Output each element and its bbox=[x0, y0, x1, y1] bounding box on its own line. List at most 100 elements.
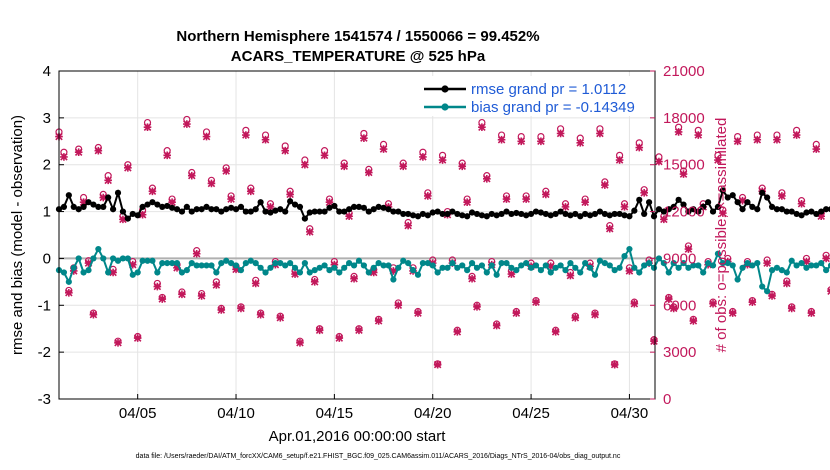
bias-point bbox=[414, 271, 422, 278]
rmse-point bbox=[631, 207, 638, 214]
bias-point bbox=[129, 271, 136, 278]
obs-assimilated-point bbox=[310, 278, 319, 286]
rmse-point bbox=[675, 196, 682, 203]
obs-assimilated-point bbox=[158, 295, 167, 303]
bias-point bbox=[680, 260, 687, 267]
obs-assimilated-point bbox=[566, 271, 575, 280]
obs-assimilated-point bbox=[532, 298, 540, 306]
bias-point bbox=[409, 267, 417, 274]
bias-point bbox=[159, 260, 166, 267]
bias-point bbox=[739, 264, 746, 271]
obs-assimilated-point bbox=[138, 210, 147, 219]
rmse-point bbox=[114, 189, 122, 196]
bias-point bbox=[665, 269, 672, 276]
rmse-point bbox=[400, 210, 407, 218]
obs-assimilated-point bbox=[576, 139, 585, 147]
bias-point bbox=[636, 269, 643, 276]
bias-point bbox=[203, 262, 210, 269]
y-tick-label: 1 bbox=[43, 204, 51, 221]
rmse-point bbox=[316, 208, 323, 215]
bias-point bbox=[331, 264, 338, 271]
obs-assimilated-point bbox=[276, 313, 285, 322]
obs-assimilated-point bbox=[787, 304, 796, 313]
rmse-point bbox=[577, 213, 584, 220]
rmse-point bbox=[257, 199, 264, 206]
y-tick-label: -2 bbox=[38, 344, 51, 361]
rmse-point bbox=[655, 206, 663, 213]
obs-assimilated-point bbox=[94, 146, 103, 155]
bias-point bbox=[247, 257, 254, 264]
rmse-point bbox=[198, 206, 205, 213]
rmse-series bbox=[55, 187, 830, 222]
rmse-point bbox=[277, 206, 284, 213]
obs-assimilated-point bbox=[817, 212, 826, 221]
x-tick-label: 04/10 bbox=[217, 405, 255, 422]
bias-point bbox=[523, 260, 530, 267]
rmse-point bbox=[169, 204, 176, 211]
rmse-point bbox=[409, 212, 417, 219]
rmse-point bbox=[429, 209, 436, 216]
obs-assimilated-point bbox=[660, 215, 668, 224]
rmse-point bbox=[783, 208, 790, 215]
y-right-tick-label: 0 bbox=[663, 391, 671, 408]
bias-point bbox=[454, 264, 461, 271]
rmse-point bbox=[700, 203, 707, 210]
obs-assimilated-point bbox=[802, 257, 811, 266]
obs-assimilated-point bbox=[345, 212, 353, 221]
rmse-point bbox=[144, 201, 151, 208]
rmse-point bbox=[350, 203, 358, 210]
bias-point bbox=[464, 267, 471, 274]
bias-point bbox=[577, 269, 584, 276]
obs-assimilated-point bbox=[610, 360, 619, 369]
obs-assimilated-point bbox=[689, 317, 698, 325]
bias-point bbox=[655, 255, 663, 262]
rmse-point bbox=[287, 198, 294, 205]
bias-point bbox=[468, 260, 476, 267]
obs-assimilated-point bbox=[404, 221, 412, 230]
obs-assimilated-point bbox=[227, 195, 235, 203]
bias-point bbox=[705, 260, 712, 267]
bias-point bbox=[183, 267, 190, 274]
rmse-point bbox=[213, 206, 220, 213]
rmse-point bbox=[567, 212, 574, 219]
obs-assimilated-point bbox=[591, 310, 599, 319]
bias-point bbox=[419, 260, 426, 267]
rmse-point bbox=[296, 203, 304, 210]
obs-assimilated-point bbox=[664, 295, 673, 303]
bias-point bbox=[778, 267, 785, 274]
bias-point bbox=[346, 260, 353, 267]
legend-box bbox=[418, 76, 650, 116]
obs-assimilated-point bbox=[148, 187, 157, 196]
rmse-point bbox=[385, 206, 392, 213]
bias-point bbox=[788, 257, 795, 264]
bias-point bbox=[139, 257, 146, 264]
data-file-footer: data file: /Users/raeder/DAI/ATM_forcXX/… bbox=[136, 453, 621, 460]
rmse-point bbox=[188, 208, 195, 215]
bias-point bbox=[144, 257, 151, 264]
rmse-point bbox=[375, 203, 382, 210]
bias-point bbox=[764, 288, 771, 295]
rmse-point bbox=[641, 210, 648, 218]
y-axis-label: rmse and bias (model - observation) bbox=[9, 115, 26, 355]
bias-point bbox=[154, 269, 161, 276]
plot-area bbox=[59, 71, 655, 399]
bias-point bbox=[754, 260, 761, 267]
obs-assimilated-point bbox=[728, 309, 737, 317]
rmse-point bbox=[291, 201, 299, 208]
bias-point bbox=[105, 269, 112, 276]
rmse-point bbox=[734, 199, 741, 206]
rmse-point bbox=[365, 208, 372, 215]
obs-assimilated-point bbox=[679, 170, 688, 178]
bias-point bbox=[611, 267, 618, 274]
rmse-point bbox=[473, 210, 481, 218]
obs-assimilated-point bbox=[773, 135, 781, 144]
obs-assimilated-point bbox=[414, 309, 422, 317]
rmse-point bbox=[650, 213, 658, 220]
rmse-point bbox=[764, 194, 771, 201]
obs-assimilated-point bbox=[733, 137, 742, 146]
rmse-point bbox=[823, 206, 830, 213]
obs-assimilated-point bbox=[655, 157, 663, 166]
legend-rmse-marker bbox=[441, 85, 449, 93]
rmse-point bbox=[341, 208, 348, 215]
obs-assimilated-point bbox=[512, 309, 521, 317]
